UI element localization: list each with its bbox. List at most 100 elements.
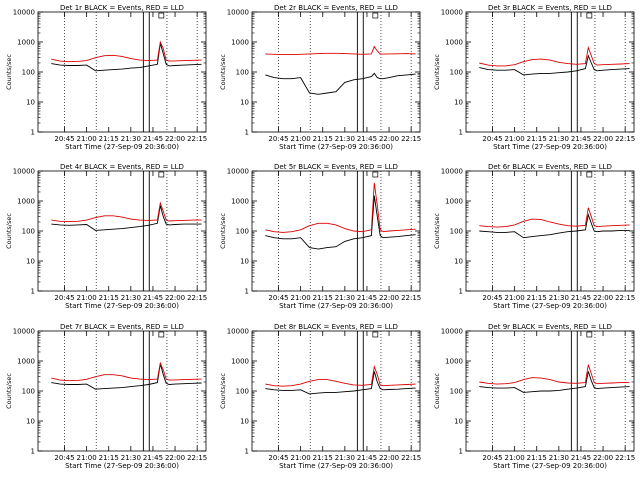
x-tick-label: 22:15	[615, 135, 635, 143]
y-tick-label: 1000	[17, 39, 35, 47]
top-marker-box	[158, 171, 165, 178]
x-tick-label: 21:30	[549, 454, 569, 462]
events-series-line	[479, 54, 630, 76]
x-tick-label: 21:45	[143, 294, 163, 302]
y-axis-label: Counts/sec	[5, 213, 13, 249]
detector-panel-5: Det 5r BLACK = Events, RED = LLD 1 10 100 10…	[219, 163, 421, 310]
lld-series-line	[265, 45, 416, 56]
y-axis-label: Counts/sec	[433, 213, 441, 249]
lld-series-line	[265, 182, 416, 233]
x-tick-label: 22:00	[165, 135, 185, 143]
y-tick-label: 1000	[17, 358, 35, 366]
x-tick-label: 20:45	[268, 135, 288, 143]
x-tick-label: 21:00	[77, 135, 97, 143]
x-tick-label: 22:15	[401, 454, 421, 462]
x-axis-label: Start Time (27-Sep-09 20:36:00)	[279, 462, 393, 470]
detector-panel-9: Det 9r BLACK = Events, RED = LLD 1 10 100 10…	[433, 323, 635, 470]
y-axis-label: Counts/sec	[219, 373, 227, 409]
detector-panel-4: Det 4r BLACK = Events, RED = LLD 1 10 100 10…	[5, 163, 207, 310]
x-axis-label: Start Time (27-Sep-09 20:36:00)	[65, 143, 179, 151]
x-tick-label: 20:45	[54, 135, 74, 143]
panel-title: Det 8r BLACK = Events, RED = LLD	[274, 323, 398, 331]
x-tick-label: 21:30	[121, 135, 141, 143]
detector-panel-6: Det 6r BLACK = Events, RED = LLD 1 10 100 10…	[433, 163, 635, 310]
x-tick-label: 21:00	[291, 294, 311, 302]
y-tick-label: 1	[245, 129, 249, 137]
y-tick-label: 1	[31, 448, 35, 456]
detector-panel-1: Det 1r BLACK = Events, RED = LLD 1 10 100 10…	[5, 4, 207, 151]
y-tick-label: 1	[459, 288, 463, 296]
x-tick-label: 20:45	[482, 454, 502, 462]
y-axis-label: Counts/sec	[5, 54, 13, 90]
events-series-line	[265, 195, 416, 250]
x-axis-label: Start Time (27-Sep-09 20:36:00)	[65, 462, 179, 470]
x-tick-label: 22:15	[615, 294, 635, 302]
y-tick-label: 1000	[231, 39, 249, 47]
y-tick-label: 10000	[227, 9, 249, 17]
events-series-line	[51, 43, 202, 72]
y-tick-label: 1000	[231, 358, 249, 366]
plot-frame	[465, 11, 635, 133]
y-tick-label: 100	[22, 388, 35, 396]
x-tick-label: 21:45	[143, 135, 163, 143]
top-marker-box	[158, 12, 165, 19]
x-tick-label: 21:00	[291, 135, 311, 143]
y-tick-label: 10	[240, 418, 249, 426]
y-axis-label: Counts/sec	[219, 213, 227, 249]
y-tick-label: 1	[459, 129, 463, 137]
y-axis-label: Counts/sec	[219, 54, 227, 90]
x-tick-label: 20:45	[482, 135, 502, 143]
detector-panel-8: Det 8r BLACK = Events, RED = LLD 1 10 100 10…	[219, 323, 421, 470]
x-tick-label: 22:15	[401, 294, 421, 302]
panel-title: Det 7r BLACK = Events, RED = LLD	[60, 323, 184, 331]
x-tick-label: 21:30	[335, 294, 355, 302]
x-tick-label: 21:45	[357, 135, 377, 143]
x-tick-label: 20:45	[268, 454, 288, 462]
y-axis-label: Counts/sec	[5, 373, 13, 409]
x-tick-label: 21:00	[291, 454, 311, 462]
y-tick-label: 1	[459, 448, 463, 456]
x-tick-label: 22:00	[593, 294, 613, 302]
top-marker-box	[372, 171, 379, 178]
x-tick-label: 22:00	[593, 135, 613, 143]
x-tick-label: 21:45	[571, 135, 591, 143]
y-tick-label: 10	[26, 418, 35, 426]
x-axis-label: Start Time (27-Sep-09 20:36:00)	[493, 302, 607, 310]
y-tick-label: 1	[245, 448, 249, 456]
x-tick-label: 22:00	[379, 135, 399, 143]
panel-title: Det 2r BLACK = Events, RED = LLD	[274, 4, 398, 12]
x-tick-label: 21:30	[549, 294, 569, 302]
top-marker-box	[586, 171, 593, 178]
lld-series-line	[479, 45, 630, 67]
x-axis-label: Start Time (27-Sep-09 20:36:00)	[279, 302, 393, 310]
panel-title: Det 3r BLACK = Events, RED = LLD	[488, 4, 612, 12]
events-series-line	[51, 363, 202, 390]
events-series-line	[265, 371, 416, 395]
x-tick-label: 21:00	[505, 294, 525, 302]
x-tick-label: 21:45	[357, 454, 377, 462]
panel-title: Det 5r BLACK = Events, RED = LLD	[274, 163, 398, 171]
x-tick-label: 21:30	[121, 294, 141, 302]
detector-panel-7: Det 7r BLACK = Events, RED = LLD 1 10 100 10…	[5, 323, 207, 470]
y-tick-label: 10000	[441, 168, 463, 176]
x-tick-label: 20:45	[54, 294, 74, 302]
y-tick-label: 100	[236, 388, 249, 396]
x-tick-label: 21:00	[77, 294, 97, 302]
x-tick-label: 22:00	[379, 294, 399, 302]
y-tick-label: 1	[31, 129, 35, 137]
y-tick-label: 1000	[445, 198, 463, 206]
x-tick-label: 21:15	[527, 135, 547, 143]
top-marker-box	[372, 331, 379, 338]
plot-frame	[37, 170, 207, 292]
events-series-line	[51, 205, 202, 231]
x-axis-label: Start Time (27-Sep-09 20:36:00)	[493, 462, 607, 470]
x-tick-label: 20:45	[482, 294, 502, 302]
y-axis-label: Counts/sec	[433, 54, 441, 90]
x-axis-label: Start Time (27-Sep-09 20:36:00)	[493, 143, 607, 151]
panel-title: Det 6r BLACK = Events, RED = LLD	[488, 163, 612, 171]
y-tick-label: 10	[240, 258, 249, 266]
y-tick-label: 10	[454, 258, 463, 266]
y-tick-label: 10000	[441, 9, 463, 17]
y-tick-label: 10000	[13, 9, 35, 17]
x-tick-label: 21:45	[571, 454, 591, 462]
